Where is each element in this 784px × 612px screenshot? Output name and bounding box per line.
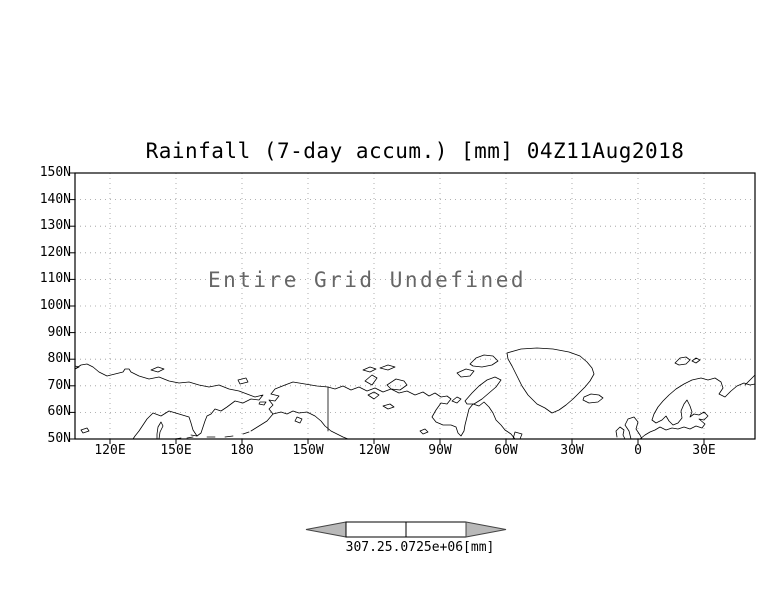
plot-title: Rainfall (7-day accum.) [mm] 04Z11Aug201…: [145, 139, 685, 163]
colorbar: [305, 521, 507, 538]
x-axis-tick-label: 150W: [292, 443, 324, 458]
coastline-path: [674, 356, 701, 366]
coastline-path: [237, 377, 249, 385]
map-frame: [74, 172, 756, 440]
coastline-path: [150, 366, 165, 373]
y-axis-tick-label: 130N: [39, 218, 71, 234]
y-axis-tick-label: 90N: [47, 324, 71, 340]
y-axis-tick-label: 140N: [39, 191, 71, 207]
grid-lines: [75, 173, 755, 439]
coastline-path: [464, 376, 502, 405]
y-axis-tick-label: 60N: [47, 404, 71, 420]
coastline-path: [174, 436, 194, 440]
coastline-path: [327, 385, 516, 440]
coastline-path: [272, 410, 349, 440]
x-axis-tick-label: 180: [230, 443, 254, 458]
x-axis-tick-label: 90W: [428, 443, 452, 458]
y-axis-tick-label: 110N: [39, 271, 71, 287]
colorbar-max-label: 5.0725e+06: [384, 540, 464, 555]
x-axis-tick-label: 150E: [160, 443, 192, 458]
undefined-grid-message: Entire Grid Undefined: [207, 268, 526, 292]
coastline-path: [651, 377, 756, 421]
y-axis-tick-label: 100N: [39, 298, 71, 314]
coastline-path: [386, 378, 408, 391]
coastline-path: [582, 393, 604, 404]
colorbar-labels: 307.2 5.0725e+06 [mm]: [270, 540, 570, 556]
x-axis-tick-label: 30W: [560, 443, 584, 458]
coastline-path: [456, 368, 475, 378]
y-axis-tick-label: 150N: [39, 165, 71, 181]
y-axis-tick-label: 70N: [47, 377, 71, 393]
x-axis-tick-label: 120E: [94, 443, 126, 458]
colorbar-units-label: [mm]: [463, 540, 495, 555]
coastline-path: [190, 431, 250, 438]
coastline-path: [639, 399, 709, 440]
coastline-path: [624, 416, 643, 440]
coastline-path: [469, 354, 499, 368]
y-axis-tick-label: 80N: [47, 351, 71, 367]
colorbar-min-label: 307.2: [345, 540, 385, 555]
x-axis-tick-label: 30E: [692, 443, 716, 458]
coastline-path: [258, 401, 267, 406]
coastline-path: [451, 396, 462, 404]
x-axis-tick-label: 60W: [494, 443, 518, 458]
colorbar-left-arrow: [305, 521, 347, 538]
coastline-path: [294, 416, 303, 424]
y-axis-tick-label: 50N: [47, 431, 71, 447]
coastline-path: [156, 421, 164, 440]
coastline-path: [615, 426, 626, 440]
x-axis-tick-label: 0: [634, 443, 642, 458]
coastline-path: [250, 393, 280, 432]
coastline-path: [512, 431, 523, 440]
x-axis-tick-label: 120W: [358, 443, 390, 458]
coastline-path: [270, 381, 329, 395]
axis-tick-marks: [69, 172, 705, 444]
coastline-path: [364, 374, 378, 386]
colorbar-right-arrow: [465, 521, 507, 538]
coastline-path: [506, 347, 595, 414]
y-axis-tick-label: 120N: [39, 244, 71, 260]
coastline-path: [362, 364, 396, 373]
coastlines: [74, 347, 756, 440]
coastline-path: [74, 363, 264, 440]
coastline-path: [744, 374, 756, 386]
coastline-path: [74, 365, 80, 370]
lake-outlines: [80, 391, 429, 435]
